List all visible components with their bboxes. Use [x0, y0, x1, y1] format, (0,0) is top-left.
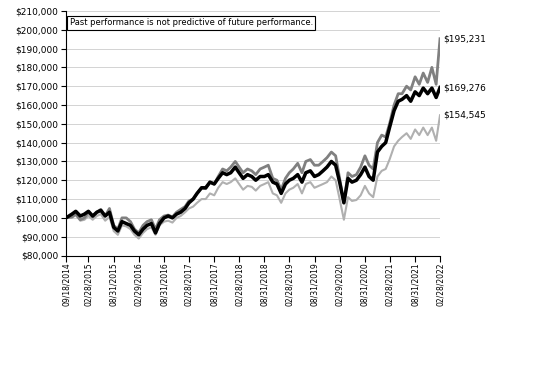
Text: $169,276: $169,276	[444, 83, 487, 92]
Text: Past performance is not predictive of future performance.: Past performance is not predictive of fu…	[70, 18, 313, 27]
Text: $154,545: $154,545	[444, 111, 487, 120]
Text: $195,231: $195,231	[444, 34, 487, 43]
